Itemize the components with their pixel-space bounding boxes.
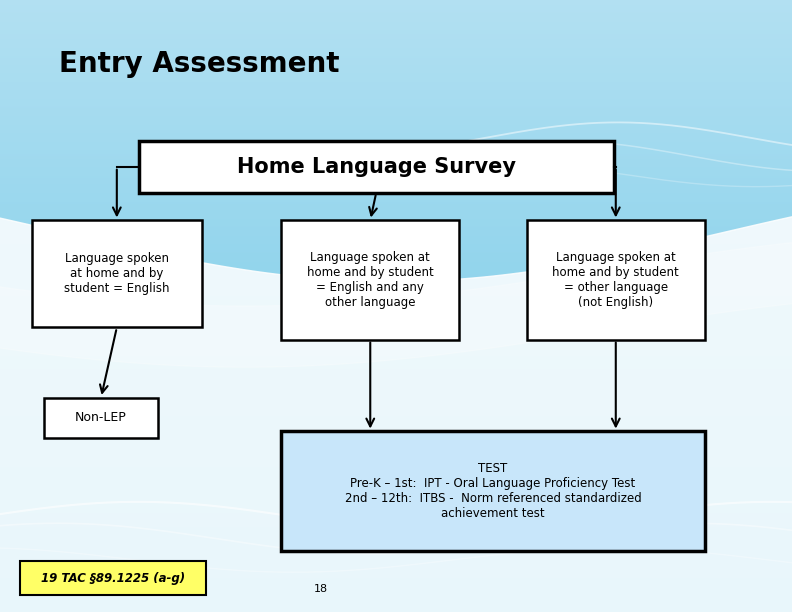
FancyBboxPatch shape (281, 220, 459, 340)
Text: Entry Assessment: Entry Assessment (59, 50, 340, 78)
Text: 18: 18 (314, 584, 328, 594)
Text: Language spoken at
home and by student
= other language
(not English): Language spoken at home and by student =… (552, 251, 680, 309)
Text: Home Language Survey: Home Language Survey (237, 157, 516, 177)
Text: TEST
Pre-K – 1st:  IPT - Oral Language Proficiency Test
2nd – 12th:  ITBS -  Nor: TEST Pre-K – 1st: IPT - Oral Language Pr… (345, 462, 642, 520)
Text: Non-LEP: Non-LEP (75, 411, 127, 424)
Text: 19 TAC §89.1225 (a-g): 19 TAC §89.1225 (a-g) (41, 572, 185, 584)
FancyBboxPatch shape (281, 431, 705, 551)
Text: Language spoken at
home and by student
= English and any
other language: Language spoken at home and by student =… (307, 251, 434, 309)
FancyBboxPatch shape (44, 398, 158, 438)
FancyBboxPatch shape (527, 220, 705, 340)
Text: Language spoken
at home and by
student = English: Language spoken at home and by student =… (64, 252, 169, 296)
FancyBboxPatch shape (139, 141, 614, 193)
FancyBboxPatch shape (20, 561, 206, 595)
FancyBboxPatch shape (32, 220, 202, 327)
